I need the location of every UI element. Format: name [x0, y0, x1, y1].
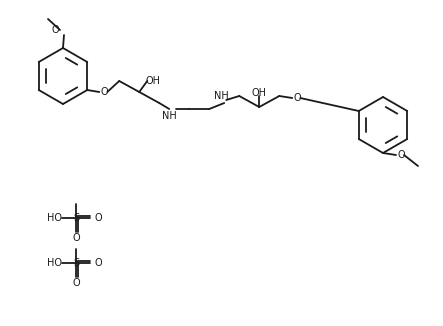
Text: OH: OH	[146, 76, 161, 86]
Text: HO: HO	[47, 213, 62, 223]
Text: O: O	[95, 258, 103, 268]
Text: HO: HO	[47, 258, 62, 268]
Text: O: O	[95, 213, 103, 223]
Text: O: O	[293, 93, 301, 103]
Text: S: S	[73, 213, 79, 223]
Text: OH: OH	[252, 88, 267, 98]
Text: NH: NH	[214, 91, 229, 101]
Text: O: O	[72, 233, 80, 243]
Text: O: O	[397, 150, 405, 160]
Text: O: O	[51, 25, 59, 35]
Text: NH: NH	[162, 111, 177, 121]
Text: O: O	[72, 278, 80, 288]
Text: S: S	[73, 258, 79, 268]
Text: O: O	[101, 87, 108, 97]
